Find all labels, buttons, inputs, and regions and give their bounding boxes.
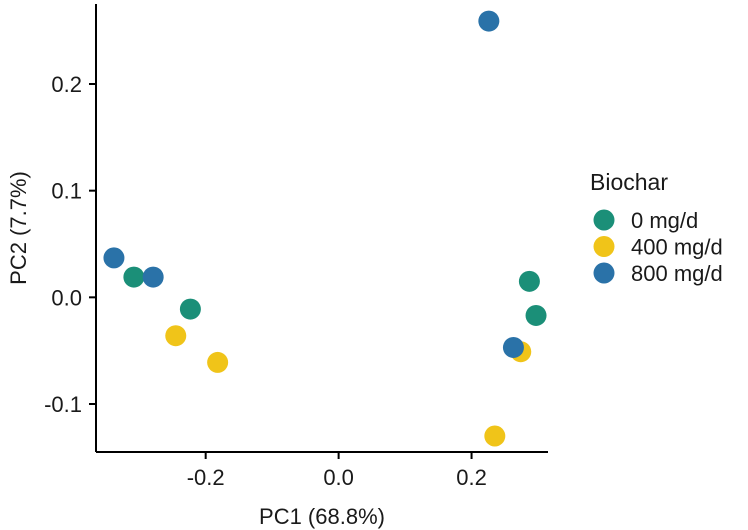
legend-label: 800 mg/d xyxy=(631,261,723,286)
legend-title: Biochar xyxy=(590,169,668,195)
x-tick-label: -0.2 xyxy=(187,465,225,490)
x-tick-label: 0.0 xyxy=(323,465,354,490)
y-axis-title: PC2 (7.7%) xyxy=(6,171,31,285)
data-point xyxy=(179,298,201,320)
y-axis-ticks: -0.1 0.0 0.1 0.2 xyxy=(44,72,96,417)
y-tick-label: 0.1 xyxy=(51,179,82,204)
legend-label: 0 mg/d xyxy=(631,208,698,233)
y-tick-label: 0.0 xyxy=(51,285,82,310)
data-point xyxy=(123,266,145,288)
plot-area: -0.2 0.0 0.2 -0.1 0.0 0.1 0.2 xyxy=(44,4,548,490)
data-point xyxy=(502,336,524,358)
y-tick-label: 0.2 xyxy=(51,72,82,97)
x-axis-ticks: -0.2 0.0 0.2 xyxy=(187,452,487,490)
data-point xyxy=(484,425,506,447)
data-point xyxy=(478,10,500,32)
x-axis-title: PC1 (68.8%) xyxy=(259,504,385,529)
legend-swatch xyxy=(593,236,615,257)
legend-swatch xyxy=(593,262,615,284)
legend-label: 400 mg/d xyxy=(631,235,723,260)
x-tick-label: 0.2 xyxy=(456,465,487,490)
data-point xyxy=(142,266,164,288)
y-tick-label: -0.1 xyxy=(44,392,82,417)
data-point xyxy=(525,304,547,326)
data-point xyxy=(103,247,125,269)
data-points xyxy=(103,10,547,447)
data-point xyxy=(518,270,540,292)
data-point xyxy=(165,325,187,347)
legend-swatch xyxy=(593,209,615,231)
data-point xyxy=(207,351,229,373)
